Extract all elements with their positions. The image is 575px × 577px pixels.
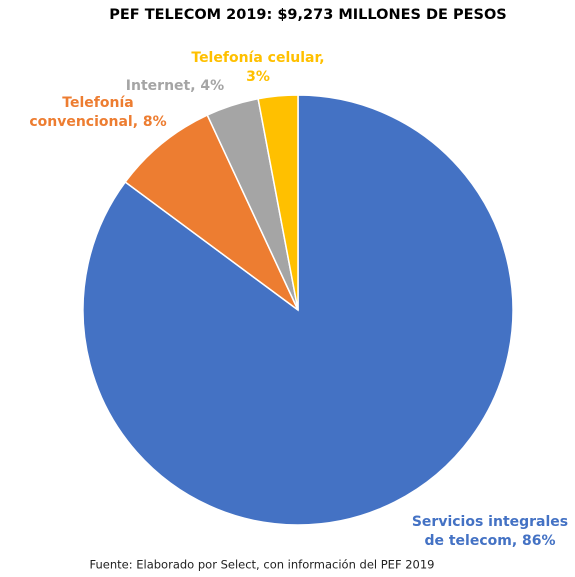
data-label: Servicios integrales [412, 514, 568, 530]
pie-slice [257, 94, 299, 311]
chart-title: PEF TELECOM 2019: $9,273 MILLONES DE PES… [109, 7, 506, 23]
data-label: 3% [246, 69, 270, 85]
data-label: Telefonía celular, [191, 50, 324, 66]
pie-slice [124, 114, 299, 311]
data-label: Telefonía [62, 95, 133, 111]
data-label: de telecom, 86% [424, 533, 555, 549]
source-note: Fuente: Elaborado por Select, con inform… [90, 558, 435, 572]
data-label: convencional, 8% [29, 114, 166, 130]
data-label: Internet, 4% [126, 78, 224, 94]
